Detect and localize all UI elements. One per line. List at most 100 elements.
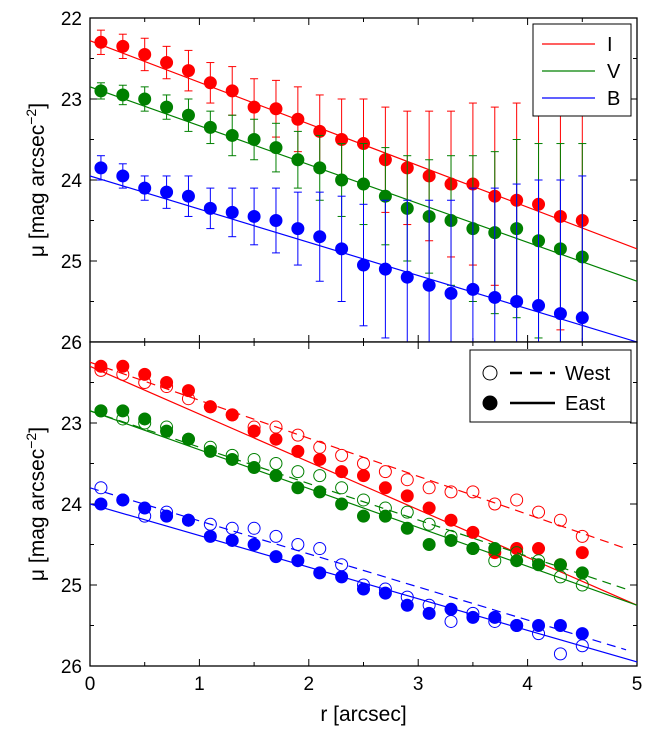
bottom-xtick-label: 0 bbox=[85, 674, 96, 695]
top-point-b bbox=[378, 262, 392, 276]
top-point-b bbox=[247, 209, 261, 223]
bottom-point-b-east bbox=[203, 529, 217, 543]
bottom-point-i-west bbox=[575, 529, 589, 543]
bottom-point-i-east bbox=[400, 489, 414, 503]
top-panel: 22 23 24 25 26 μ [mag arcsec−2] IVB bbox=[23, 9, 638, 354]
bottom-point-v-east bbox=[488, 542, 502, 556]
bottom-point-i-east bbox=[291, 444, 305, 458]
top-point-b bbox=[181, 189, 195, 203]
bottom-point-i-west bbox=[291, 428, 305, 442]
bottom-point-v-east bbox=[575, 566, 589, 580]
legend-label-i: I bbox=[607, 34, 613, 56]
bottom-fit-line-i-east bbox=[90, 365, 637, 606]
bottom-point-b-west bbox=[94, 481, 108, 495]
bottom-point-v-east bbox=[116, 404, 130, 418]
bottom-point-i-east bbox=[160, 376, 174, 389]
top-point-v bbox=[269, 141, 283, 155]
top-point-b bbox=[400, 270, 414, 284]
bottom-point-v-west bbox=[422, 517, 436, 531]
top-point-b bbox=[138, 181, 152, 195]
bottom-point-i-west bbox=[422, 481, 436, 495]
bottom-point-v-east bbox=[532, 558, 546, 572]
top-point-b bbox=[357, 258, 370, 272]
top-point-b bbox=[291, 222, 305, 236]
top-point-b bbox=[510, 295, 524, 308]
top-ytick-label: 25 bbox=[61, 252, 82, 273]
top-legend: IVB bbox=[532, 23, 632, 117]
top-ytick-label: 24 bbox=[61, 171, 83, 192]
bottom-point-v-east bbox=[553, 558, 567, 572]
top-ylabel: μ [mag arcsec−2] bbox=[23, 103, 49, 257]
bottom-point-b-east bbox=[400, 598, 414, 612]
top-point-v bbox=[160, 100, 174, 114]
bottom-point-i-west bbox=[532, 505, 546, 519]
top-point-b bbox=[444, 286, 458, 300]
top-point-v bbox=[247, 133, 261, 146]
bottom-point-v-east bbox=[313, 485, 327, 499]
bottom-point-b-west bbox=[269, 529, 283, 543]
bottom-point-v-east bbox=[466, 542, 480, 556]
legend-label-b: B bbox=[607, 88, 620, 110]
top-point-i bbox=[116, 39, 130, 53]
top-point-v bbox=[291, 153, 305, 167]
top-point-i bbox=[247, 100, 261, 114]
bottom-point-b-east bbox=[269, 550, 283, 564]
bottom-point-b-east bbox=[225, 533, 239, 547]
bottom-xtick-label: 2 bbox=[304, 674, 315, 695]
bottom-point-i-east bbox=[313, 452, 327, 466]
bottom-point-b-east bbox=[247, 538, 261, 551]
top-point-i bbox=[203, 76, 217, 90]
top-point-b bbox=[422, 278, 436, 292]
bottom-point-b-west bbox=[247, 521, 261, 535]
bottom-point-b-east bbox=[422, 606, 436, 620]
bottom-point-i-east bbox=[269, 432, 283, 446]
bottom-point-v-east bbox=[400, 521, 414, 535]
top-point-v bbox=[94, 84, 108, 98]
top-point-v bbox=[313, 161, 327, 175]
bottom-point-b-east bbox=[94, 497, 108, 511]
bottom-xtick-label: 3 bbox=[413, 674, 424, 695]
bottom-ytick-label: 23 bbox=[61, 414, 82, 435]
bottom-point-i-east bbox=[94, 359, 108, 373]
bottom-point-v-east bbox=[291, 481, 305, 495]
bottom-point-b-east bbox=[553, 619, 567, 632]
top-point-b bbox=[553, 307, 567, 321]
bottom-point-i-east bbox=[203, 400, 217, 414]
legend-marker-west bbox=[482, 365, 498, 381]
bottom-point-v-east bbox=[269, 469, 283, 483]
bottom-point-i-east bbox=[575, 546, 589, 560]
bottom-point-b-east bbox=[532, 619, 546, 632]
bottom-fit-line-v-east bbox=[90, 410, 637, 606]
top-point-b bbox=[269, 214, 283, 227]
bottom-point-v-east bbox=[378, 509, 392, 523]
bottom-ytick-label: 24 bbox=[61, 495, 83, 516]
bottom-point-i-west bbox=[466, 485, 480, 499]
bottom-xtick-label: 5 bbox=[632, 674, 643, 695]
top-point-b bbox=[313, 230, 327, 244]
top-point-i bbox=[160, 56, 174, 70]
bottom-point-v-east bbox=[160, 424, 174, 438]
top-point-i bbox=[181, 64, 195, 78]
top-point-v bbox=[203, 120, 217, 134]
top-point-v bbox=[138, 92, 152, 106]
bottom-xlabel: r [arcsec] bbox=[320, 703, 406, 726]
bottom-legend-box bbox=[469, 349, 632, 423]
bottom-point-b-east bbox=[181, 513, 195, 527]
bottom-point-i-east bbox=[422, 501, 436, 515]
legend-label-v: V bbox=[607, 61, 621, 83]
bottom-point-i-east bbox=[116, 359, 130, 373]
bottom-point-b-east bbox=[357, 582, 370, 596]
bottom-point-i-east bbox=[357, 469, 370, 483]
top-point-i bbox=[291, 112, 305, 126]
bottom-point-b-east bbox=[444, 602, 458, 616]
legend-label-west: West bbox=[565, 363, 611, 385]
bottom-point-i-west bbox=[444, 485, 458, 499]
top-point-b bbox=[335, 242, 349, 256]
bottom-xtick-label: 1 bbox=[194, 674, 205, 695]
top-point-i bbox=[138, 47, 152, 61]
bottom-point-b-east bbox=[291, 554, 305, 568]
bottom-point-i-east bbox=[444, 513, 458, 527]
bottom-point-v-east bbox=[247, 461, 261, 475]
bottom-point-v-east bbox=[510, 554, 524, 568]
